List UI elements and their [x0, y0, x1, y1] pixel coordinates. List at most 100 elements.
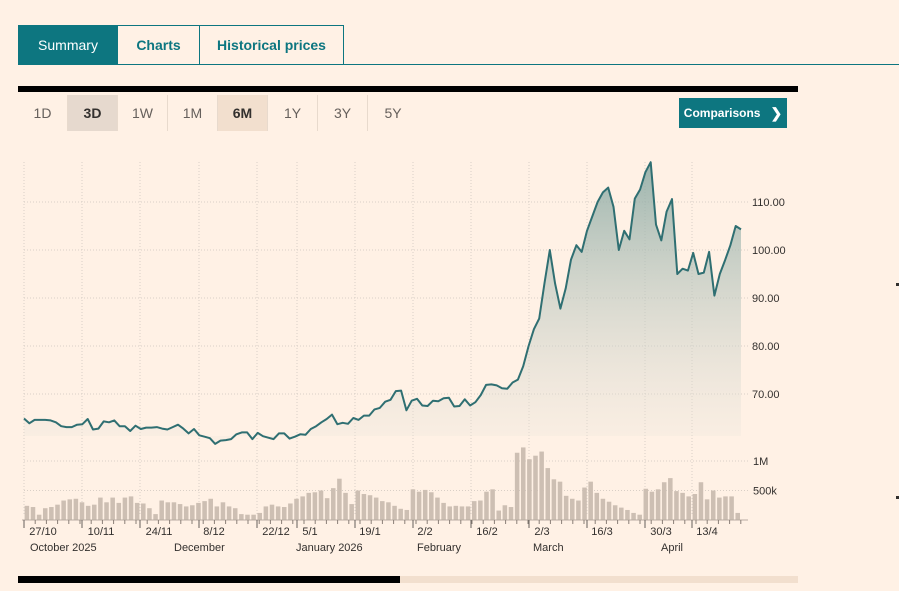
volume-bar [134, 502, 140, 520]
volume-bar [288, 503, 293, 520]
volume-bar [453, 505, 459, 520]
volume-bar [318, 490, 324, 520]
range-1y[interactable]: 1Y [268, 95, 318, 131]
comparisons-label: Comparisons [683, 106, 761, 120]
volume-bar [55, 504, 60, 520]
volume-bar [490, 489, 495, 520]
x-tick-label: 27/10 [29, 526, 57, 538]
volume-bar [306, 492, 312, 520]
volume-bar [582, 487, 587, 520]
x-tick-label: 8/12 [203, 526, 224, 538]
volume-bar [61, 500, 66, 520]
volume-bar [110, 497, 115, 520]
y-tick-label: 90.00 [752, 293, 780, 305]
range-5y[interactable]: 5Y [384, 105, 402, 121]
volume-bar [49, 507, 54, 520]
volume-bar [73, 498, 79, 520]
range-3y[interactable]: 3Y [318, 95, 368, 131]
range-1m[interactable]: 1M [168, 95, 218, 131]
volume-bar [67, 499, 73, 520]
tab-summary[interactable]: Summary [18, 25, 118, 65]
volume-bar [625, 509, 630, 520]
edge-tick-mark [896, 283, 899, 286]
price-area [24, 162, 741, 444]
volume-bar [717, 497, 722, 520]
range-6m[interactable]: 6M [218, 95, 268, 131]
volume-bar [367, 495, 373, 520]
volume-bar [539, 451, 544, 520]
volume-bar [128, 496, 134, 520]
volume-bar [429, 492, 434, 520]
month-label: January 2026 [296, 542, 363, 554]
volume-bar [484, 491, 489, 520]
volume-bar [245, 514, 250, 520]
volume-bar [147, 508, 152, 520]
volume-bar [668, 478, 673, 520]
volume-bar [361, 494, 367, 520]
volume-bar [275, 506, 281, 520]
range-selector: 1D 3D 1W 1M 6M 1Y 3Y 5Y [18, 95, 418, 131]
x-tick-label: 16/2 [476, 526, 497, 538]
volume-bar [392, 505, 397, 520]
section-divider [18, 86, 798, 92]
volume-bar [269, 504, 275, 520]
volume-bar [153, 514, 158, 520]
volume-bar [496, 510, 501, 520]
volume-bar [85, 505, 91, 520]
volume-bar [478, 500, 483, 520]
volume-bar [441, 502, 446, 520]
x-tick-label: 10/11 [88, 526, 115, 538]
volume-bar [520, 447, 526, 520]
volume-bar [239, 514, 244, 520]
volume-bar [36, 514, 42, 520]
volume-bar [570, 498, 575, 520]
volume-bar [177, 504, 183, 520]
volume-bar [459, 506, 465, 520]
volume-bar [196, 502, 201, 520]
volume-bar [79, 502, 85, 520]
volume-bar [710, 490, 716, 520]
volume-bar [704, 499, 710, 520]
volume-bar [300, 496, 305, 520]
range-1d[interactable]: 1D [18, 95, 68, 131]
comparisons-button[interactable]: Comparisons ❯ [679, 98, 787, 128]
volume-bar [232, 508, 238, 520]
page-tabs: Summary Charts Historical prices [18, 25, 344, 65]
volume-bar [257, 512, 262, 520]
volume-bar [435, 497, 440, 520]
month-label: December [174, 542, 225, 554]
x-tick-label: 24/11 [146, 526, 173, 538]
volume-bar [600, 498, 606, 520]
volume-bar [545, 468, 551, 520]
range-3d[interactable]: 3D [68, 95, 118, 131]
volume-bar [502, 505, 508, 520]
x-tick-label: 13/4 [696, 526, 717, 538]
x-tick-label: 19/1 [359, 526, 380, 538]
range-1w[interactable]: 1W [118, 95, 168, 131]
volume-bar [141, 503, 146, 520]
chevron-right-icon: ❯ [770, 105, 783, 121]
volume-bar [612, 505, 618, 520]
price-line [23, 161, 742, 445]
month-label: February [417, 542, 462, 554]
volume-bar [42, 508, 48, 520]
volume-bar [98, 497, 103, 520]
volume-bar [165, 502, 171, 520]
volume-bar [263, 506, 269, 520]
x-tick-label: 30/3 [650, 526, 671, 538]
volume-bar [563, 495, 569, 520]
volume-bar [594, 492, 600, 520]
volume-bar [24, 505, 30, 520]
volume-bar [226, 506, 232, 520]
month-label: April [661, 542, 683, 554]
volume-bar [447, 506, 452, 520]
volume-bar [631, 512, 636, 520]
volume-tick-label: 1M [753, 456, 768, 468]
volume-bar [373, 497, 379, 520]
volume-bar [527, 459, 532, 520]
volume-bar [692, 494, 698, 520]
volume-bar [680, 492, 685, 520]
tab-historical-prices[interactable]: Historical prices [200, 25, 344, 65]
volume-bar [324, 498, 330, 520]
